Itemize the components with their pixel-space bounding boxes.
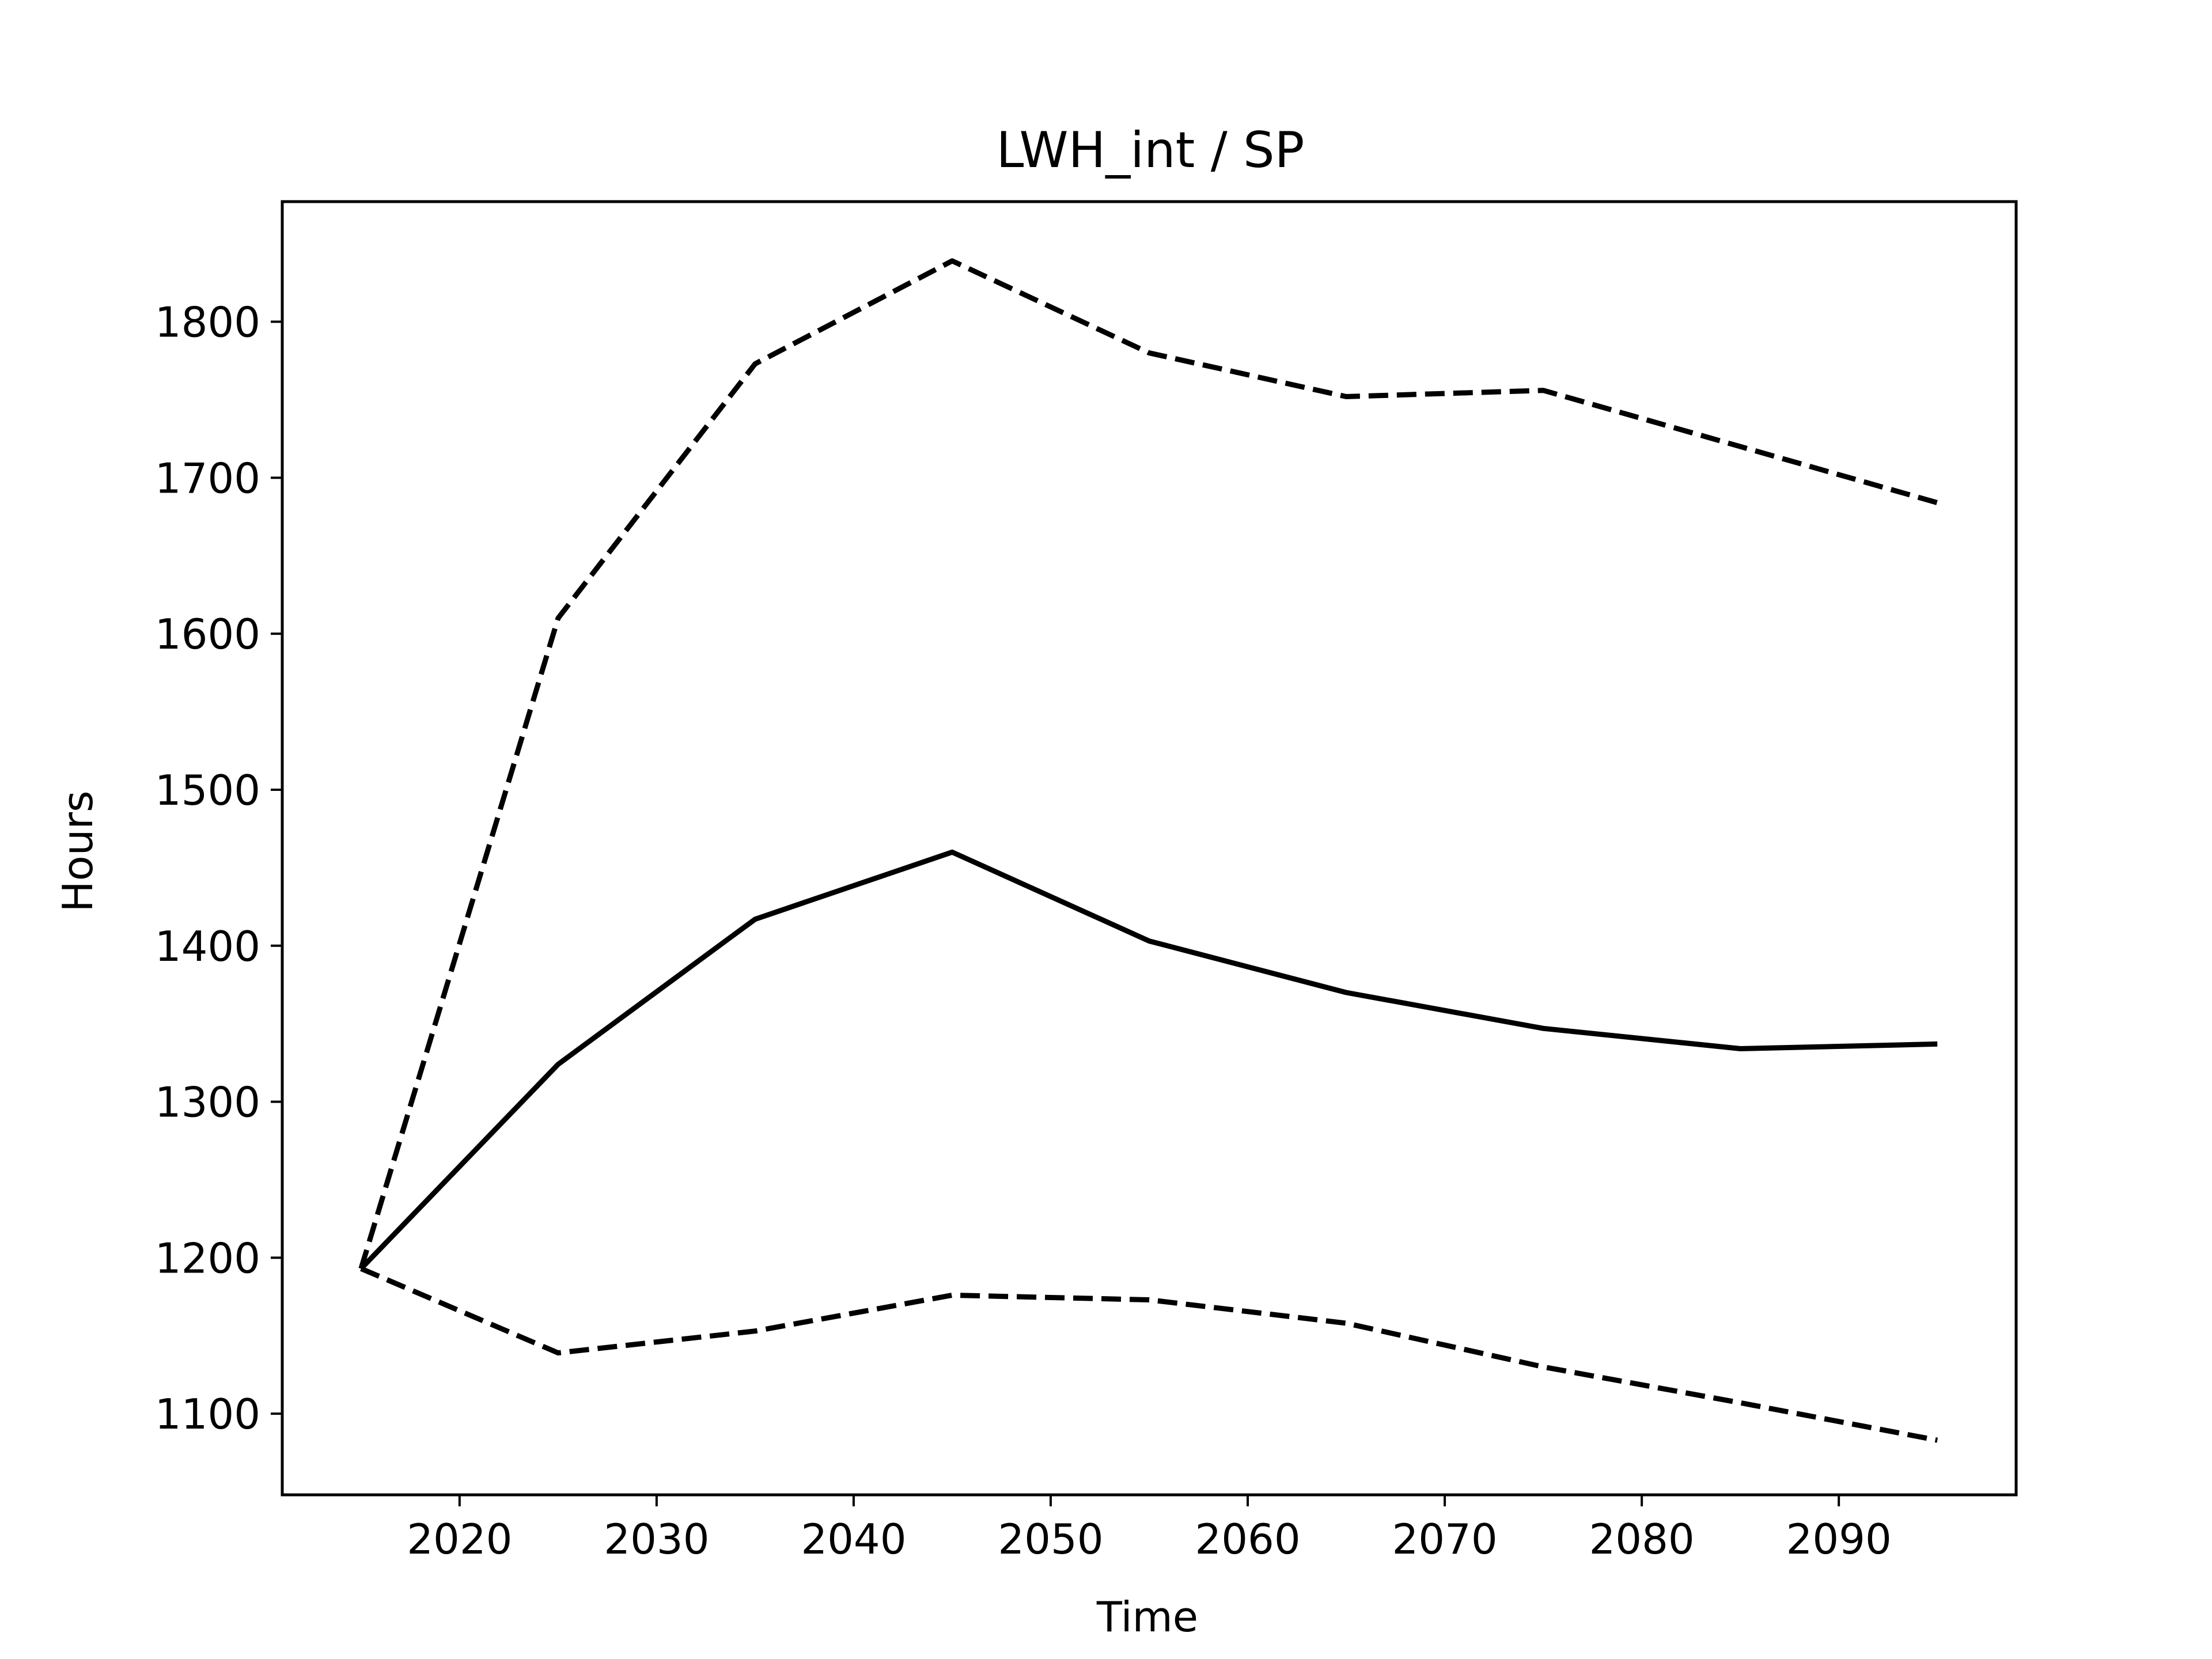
x-tick-label: 2050 <box>998 1515 1103 1563</box>
y-tick-label: 1500 <box>155 766 260 815</box>
plot-area <box>358 258 1938 1443</box>
series-line-central <box>359 849 1938 1271</box>
x-axis-label: Time <box>1096 1593 1198 1641</box>
series-line-lower <box>360 1266 1938 1443</box>
y-tick-label: 1400 <box>155 922 260 971</box>
y-tick-label: 1600 <box>155 610 260 658</box>
y-tick-label: 1700 <box>155 454 260 502</box>
y-tick-label: 1800 <box>155 298 260 347</box>
x-tick-label: 2020 <box>407 1515 512 1563</box>
axes-frame <box>281 200 2018 1497</box>
x-axis: 2020 2030 2040 2050 2060 2070 2080 2090 <box>407 1495 1892 1563</box>
x-tick-label: 2030 <box>604 1515 709 1563</box>
y-tick-label: 1300 <box>155 1078 260 1127</box>
series-line-upper <box>358 258 1938 1270</box>
chart-title: LWH_int / SP <box>997 122 1305 179</box>
x-tick-label: 2040 <box>801 1515 906 1563</box>
y-axis: 1100 1200 1300 1400 1500 1600 1700 1800 <box>155 298 282 1438</box>
x-tick-label: 2070 <box>1392 1515 1497 1563</box>
y-tick-label: 1200 <box>155 1234 260 1282</box>
y-axis-label: Hours <box>54 791 102 912</box>
y-tick-label: 1100 <box>155 1390 260 1438</box>
x-tick-label: 2060 <box>1195 1515 1300 1563</box>
x-tick-label: 2090 <box>1786 1515 1892 1563</box>
x-tick-label: 2080 <box>1589 1515 1694 1563</box>
